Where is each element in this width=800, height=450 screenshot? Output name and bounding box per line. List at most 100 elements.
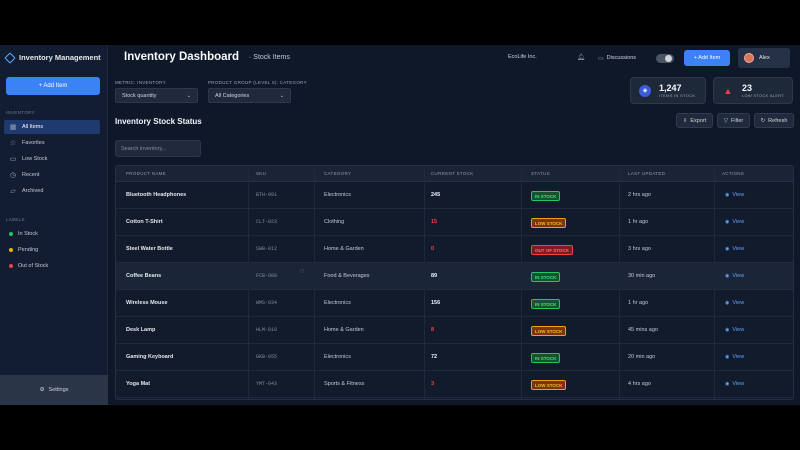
app-window: Inventory Management + Add Item INVENTOR… xyxy=(0,45,800,405)
sidebar: Inventory Management + Add Item INVENTOR… xyxy=(0,45,108,405)
search-input[interactable] xyxy=(115,140,201,157)
bell-icon[interactable]: 🔔︎ xyxy=(577,54,586,61)
category: Electronics xyxy=(324,192,351,198)
table-row[interactable]: Cotton T-Shirt CLT-023 Clothing 15 LOW STOCK… xyxy=(116,209,793,236)
settings-button[interactable]: ⚙ Settings xyxy=(0,375,108,405)
view-button[interactable]: ◉ View xyxy=(725,219,744,225)
label-item-pending[interactable]: Pending xyxy=(4,243,100,257)
settings-label: Settings xyxy=(48,387,69,393)
sku-code: WMS-034 xyxy=(256,300,278,306)
sidebar-item-all-items[interactable]: ▦ All Items xyxy=(4,120,100,134)
metric-select-value: Stock quantity xyxy=(122,92,157,99)
refresh-icon: ↻ xyxy=(760,117,766,124)
column-header-product[interactable]: PRODUCT NAME xyxy=(126,171,167,176)
status-badge: IN STOCK xyxy=(531,191,561,201)
gear-icon: ⚙ xyxy=(39,387,45,393)
table-row[interactable]: Yoga Mat YMT-043 Sports & Fitness 3 LOW STOC… xyxy=(116,371,793,398)
eye-icon: ◉ xyxy=(725,381,730,387)
discussions-button[interactable]: ▭ Discussions xyxy=(598,52,636,64)
archive-icon: ▭ xyxy=(9,156,17,163)
export-button[interactable]: ⇩ Export xyxy=(676,113,713,128)
view-button[interactable]: ◉ View xyxy=(725,354,744,360)
category: Electronics xyxy=(324,300,351,306)
column-header-stock[interactable]: CURRENT STOCK xyxy=(431,171,474,176)
column-header-status[interactable]: STATUS xyxy=(531,171,550,176)
status-badge: IN STOCK xyxy=(531,299,561,309)
label-item-text: Pending xyxy=(18,247,39,253)
sidebar-item-low-stock[interactable]: ▭ Low Stock xyxy=(4,152,100,166)
last-updated: 45 mins ago xyxy=(628,327,658,333)
view-button[interactable]: ◉ View xyxy=(725,300,744,306)
grid-icon: ▦ xyxy=(9,124,17,131)
table-row[interactable]: Coffee Beans FCB-089 Food & Beverages 89 IN … xyxy=(116,263,793,290)
label-dot-icon xyxy=(9,264,13,268)
refresh-label: Refresh xyxy=(768,117,788,124)
column-header-category[interactable]: CATEGORY xyxy=(324,171,352,176)
group-select[interactable]: All Categories ⌄ xyxy=(208,88,291,103)
table-row[interactable]: Bluetooth Headphones BTH-001 Electronics 24… xyxy=(116,182,793,209)
toggle-knob xyxy=(665,55,672,62)
eye-icon: ◉ xyxy=(725,192,730,198)
table-row[interactable]: Wireless Mouse WMS-034 Electronics 156 IN ST… xyxy=(116,290,793,317)
sidebar-item-label: Favorites xyxy=(22,140,45,146)
sku-code: GKB-055 xyxy=(256,354,278,360)
sidebar-add-item-button[interactable]: + Add Item xyxy=(6,77,100,95)
column-header-sku[interactable]: SKU xyxy=(256,171,267,176)
current-stock: 89 xyxy=(431,273,438,279)
column-header-updated[interactable]: LAST UPDATED xyxy=(628,171,666,176)
view-button[interactable]: ◉ View xyxy=(725,381,744,387)
category: Sports & Fitness xyxy=(324,381,365,387)
sidebar-item-archived[interactable]: ▱ Archived xyxy=(4,184,100,198)
current-stock: 72 xyxy=(431,354,438,360)
sku-code: YMT-043 xyxy=(256,381,278,387)
page-subtitle: · Stock Items xyxy=(249,54,290,61)
view-button[interactable]: ◉ View xyxy=(725,327,744,333)
brand-name: Inventory Management xyxy=(19,53,101,62)
sidebar-item-favorites[interactable]: ☆ Favorites xyxy=(4,136,100,150)
eye-icon: ◉ xyxy=(725,300,730,306)
label-item-in-stock[interactable]: In Stock xyxy=(4,227,100,241)
product-name: Coffee Beans xyxy=(126,273,162,279)
eye-icon: ◉ xyxy=(725,273,730,279)
header-add-item-button[interactable]: + Add Item xyxy=(684,50,730,66)
refresh-button[interactable]: ↻ Refresh xyxy=(754,113,794,128)
status-badge: IN STOCK xyxy=(531,272,561,282)
label-item-text: In Stock xyxy=(18,231,38,237)
sidebar-item-recent[interactable]: ◷ Recent xyxy=(4,168,100,182)
view-button[interactable]: ◉ View xyxy=(725,246,744,252)
table-row[interactable]: Desk Lamp HLM-018 Home & Garden 8 LOW STOCK 4… xyxy=(116,317,793,344)
chat-bubble-icon: ◌ xyxy=(300,268,305,275)
product-name: Gaming Keyboard xyxy=(126,354,174,360)
star-icon: ☆ xyxy=(9,140,17,147)
theme-toggle[interactable] xyxy=(656,54,674,63)
current-stock: 245 xyxy=(431,192,441,198)
discussions-label: Discussions xyxy=(606,55,637,61)
warning-icon: ▲ xyxy=(723,85,733,96)
product-name: Cotton T-Shirt xyxy=(126,219,163,225)
sidebar-section-inventory: INVENTORY xyxy=(6,110,35,115)
eye-icon: ◉ xyxy=(725,219,730,225)
view-button[interactable]: ◉ View xyxy=(725,273,744,279)
section-title: Inventory Stock Status xyxy=(115,117,202,126)
sku-code: FCB-089 xyxy=(256,273,278,279)
product-name: Yoga Mat xyxy=(126,381,151,387)
label-item-out-of-stock[interactable]: Out of Stock xyxy=(4,259,100,273)
view-label: View xyxy=(732,300,745,306)
brand[interactable]: Inventory Management xyxy=(4,51,101,64)
table-row[interactable]: Steel Water Bottle SWB-012 Home & Garden 0 O… xyxy=(116,236,793,263)
view-label: View xyxy=(732,327,745,333)
view-button[interactable]: ◉ View xyxy=(725,192,744,198)
table-header: PRODUCT NAME SKU CATEGORY CURRENT STOCK … xyxy=(116,166,793,182)
category: Clothing xyxy=(324,219,345,225)
table-row[interactable]: Gaming Keyboard GKB-055 Electronics 72 IN ST… xyxy=(116,344,793,371)
chevron-down-icon: ⌄ xyxy=(279,92,284,99)
stat-card-items-in-stock: ◈ 1,247 ITEMS IN STOCK xyxy=(630,77,706,104)
last-updated: 2 hrs ago xyxy=(628,192,651,198)
view-label: View xyxy=(732,381,745,387)
sku-code: CLT-023 xyxy=(256,219,278,225)
user-menu[interactable]: Alex xyxy=(738,48,790,68)
filter-icon: ▽ xyxy=(723,117,728,124)
metric-select[interactable]: Stock quantity ⌄ xyxy=(115,88,198,103)
filter-button[interactable]: ▽ Filter xyxy=(717,113,750,128)
organization-name[interactable]: EcoLife Inc. xyxy=(508,54,537,60)
